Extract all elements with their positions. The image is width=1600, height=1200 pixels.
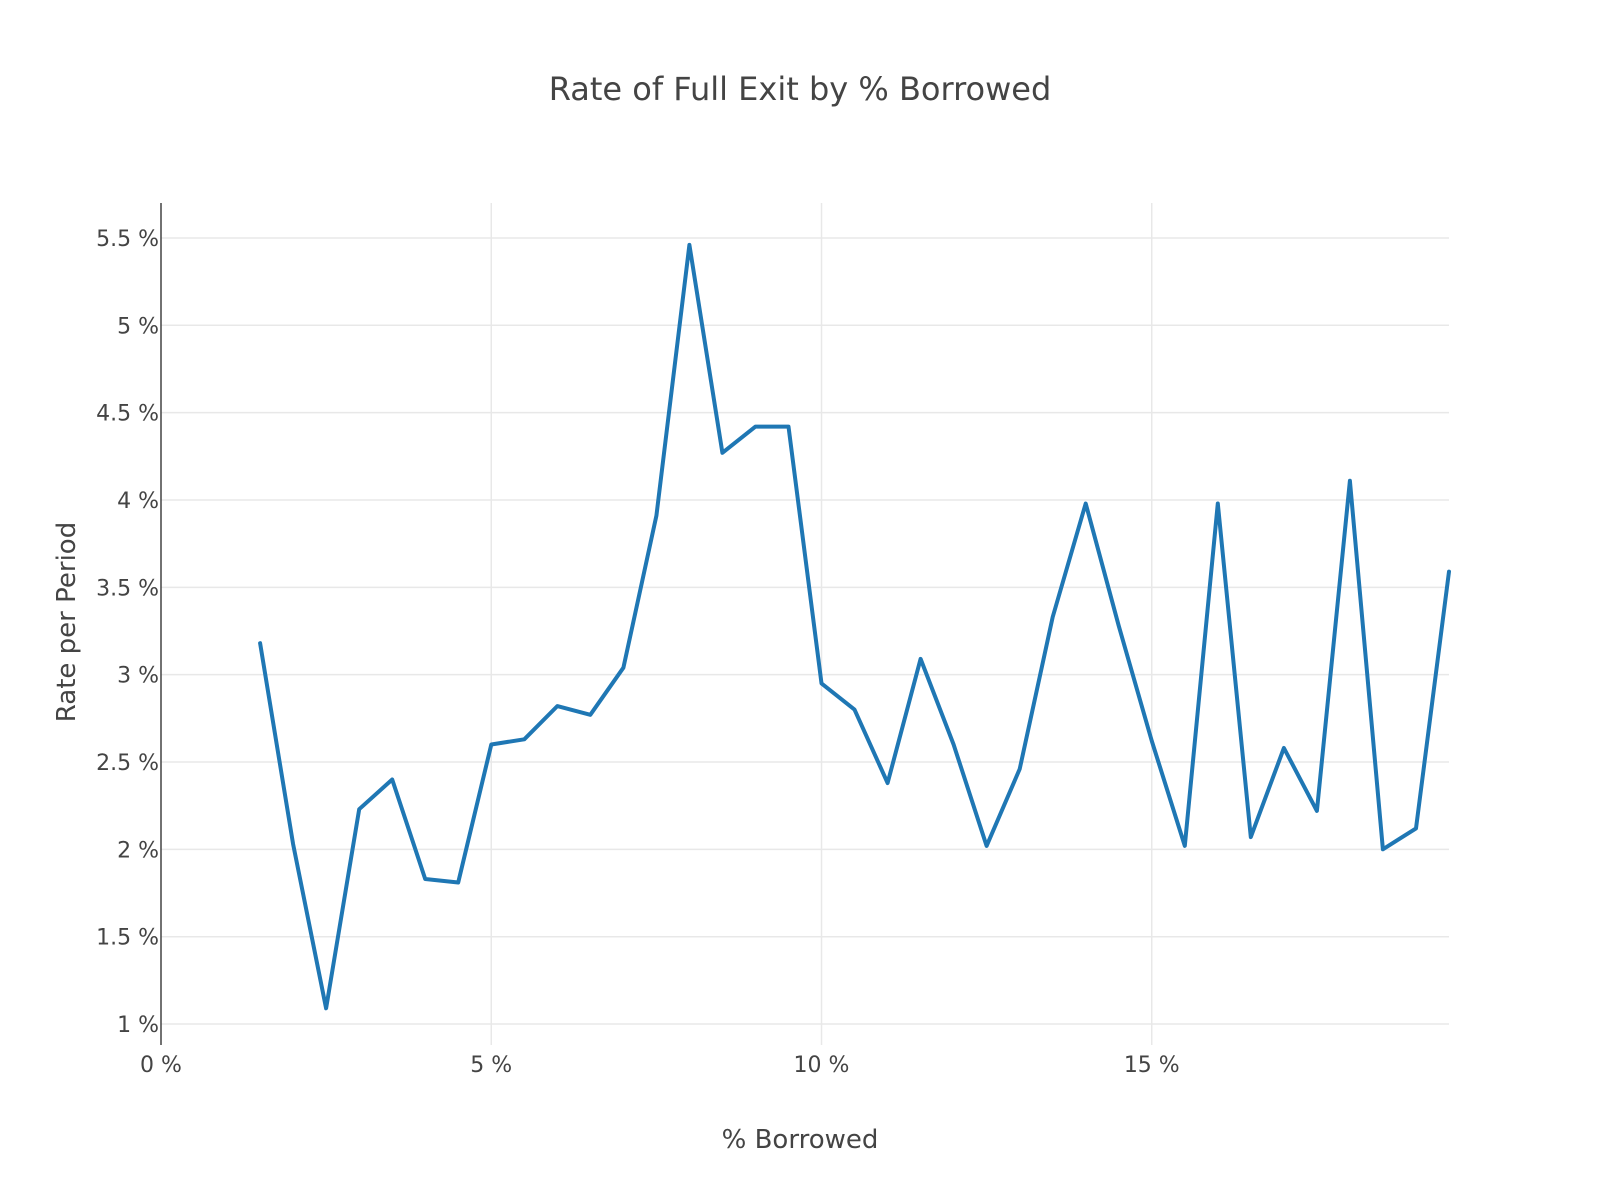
series-layer xyxy=(258,242,1451,1011)
y-axis-title: Rate per Period xyxy=(52,522,82,722)
x-tick-label: 15 % xyxy=(1124,1053,1180,1078)
x-axis-title: % Borrowed xyxy=(722,1125,879,1155)
chart-title: Rate of Full Exit by % Borrowed xyxy=(549,70,1052,108)
y-tick-label: 5 % xyxy=(117,314,159,339)
y-tick-label: 2.5 % xyxy=(96,751,159,776)
x-tick-label: 10 % xyxy=(794,1053,850,1078)
x-tick-label: 5 % xyxy=(470,1053,512,1078)
x-tick-label: 0 % xyxy=(140,1053,182,1078)
y-tick-label: 3.5 % xyxy=(96,576,159,601)
y-tick-label: 1.5 % xyxy=(96,926,159,951)
series-line-1 xyxy=(258,242,1451,1011)
y-tick-label: 2 % xyxy=(117,838,159,863)
axis-layer: 1 % 1.5 % 2 % 2.5 % 3 % 3.5 % 4 % 4.5 % 5 % 5.5 %… xyxy=(96,203,1180,1078)
y-tick-label: 4.5 % xyxy=(96,402,159,427)
y-tick-label: 4 % xyxy=(117,489,159,514)
y-tick-label: 3 % xyxy=(117,664,159,689)
grid-layer xyxy=(161,203,1449,1045)
y-tick-label: 1 % xyxy=(117,1013,159,1038)
y-tick-label: 5.5 % xyxy=(96,227,159,252)
